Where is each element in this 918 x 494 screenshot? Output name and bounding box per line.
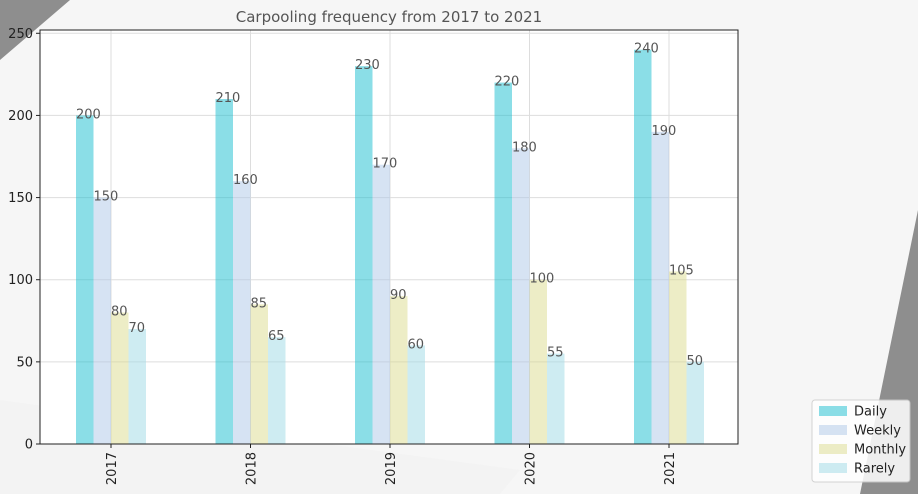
bar-rarely	[547, 353, 565, 444]
bar-daily	[634, 49, 652, 444]
bar-value-label: 210	[216, 91, 241, 106]
bar-daily	[494, 82, 512, 445]
bar-value-label: 80	[111, 305, 128, 320]
bar-monthly	[111, 312, 129, 444]
chart-title: Carpooling frequency from 2017 to 2021	[236, 8, 542, 26]
bar-daily	[355, 66, 373, 445]
bar-value-label: 60	[408, 337, 425, 352]
x-tick-label: 2018	[245, 452, 260, 485]
legend-label-weekly: Weekly	[854, 424, 901, 439]
bar-rarely	[407, 345, 425, 444]
bar-monthly	[529, 279, 547, 444]
bar-weekly	[233, 181, 251, 444]
legend-swatch-weekly	[819, 425, 847, 435]
bar-value-label: 170	[373, 157, 398, 172]
y-axis: 0 50 100 150 200 250	[8, 27, 40, 453]
x-tick-label: 2017	[105, 452, 120, 485]
bar-value-label: 50	[687, 354, 704, 369]
x-tick-label: 2020	[524, 452, 539, 485]
bar-weekly	[372, 164, 390, 444]
bar-monthly	[250, 304, 268, 444]
bar-daily	[76, 115, 94, 444]
bar-value-label: 85	[251, 296, 268, 311]
legend-label-daily: Daily	[854, 405, 887, 420]
bar-value-label: 160	[233, 173, 258, 188]
bar-value-label: 240	[634, 42, 659, 57]
y-tick-label: 250	[8, 27, 33, 42]
x-tick-label: 2019	[384, 452, 399, 485]
bar-monthly	[669, 271, 687, 444]
bar-rarely	[268, 337, 286, 444]
bar-value-label: 220	[495, 75, 520, 90]
x-tick-label: 2021	[663, 452, 678, 485]
legend-swatch-monthly	[819, 444, 847, 454]
x-axis: 2017 2018 2019 2020 2021	[105, 444, 678, 485]
bar-value-label: 55	[547, 346, 564, 361]
bar-value-label: 200	[76, 107, 101, 122]
legend-box	[811, 399, 911, 483]
bar-value-label: 90	[390, 288, 407, 303]
legend-swatch-rarely	[819, 463, 847, 473]
y-tick-label: 100	[8, 273, 33, 288]
bar-weekly	[93, 197, 111, 444]
bar-value-label: 65	[268, 329, 285, 344]
bar-rarely	[128, 329, 146, 444]
bar-value-label: 150	[94, 190, 119, 205]
y-tick-label: 50	[16, 355, 33, 370]
legend-label-monthly: Monthly	[854, 443, 906, 458]
bar-series-group	[76, 49, 704, 445]
bar-value-label: 230	[355, 58, 380, 73]
bar-value-label: 105	[669, 264, 694, 279]
bar-value-label: 190	[652, 124, 677, 139]
bar-value-label: 70	[129, 321, 146, 336]
y-tick-label: 200	[8, 109, 33, 124]
bar-weekly	[512, 148, 530, 445]
bar-value-label: 100	[530, 272, 555, 287]
y-tick-label: 0	[25, 438, 33, 453]
bar-monthly	[390, 296, 408, 444]
legend: Daily Weekly Monthly Rarely	[811, 399, 911, 483]
legend-swatch-daily	[819, 406, 847, 416]
bar-daily	[215, 99, 233, 444]
legend-label-rarely: Rarely	[854, 462, 895, 477]
bar-rarely	[686, 361, 704, 444]
y-tick-label: 150	[8, 191, 33, 206]
bar-weekly	[651, 131, 669, 444]
plot-frame	[39, 29, 739, 445]
bar-labels-group: 200 210 230 220 240 150 160 170 180 190 80 85 90 100 1…	[76, 42, 703, 369]
bar-value-label: 180	[512, 140, 537, 155]
